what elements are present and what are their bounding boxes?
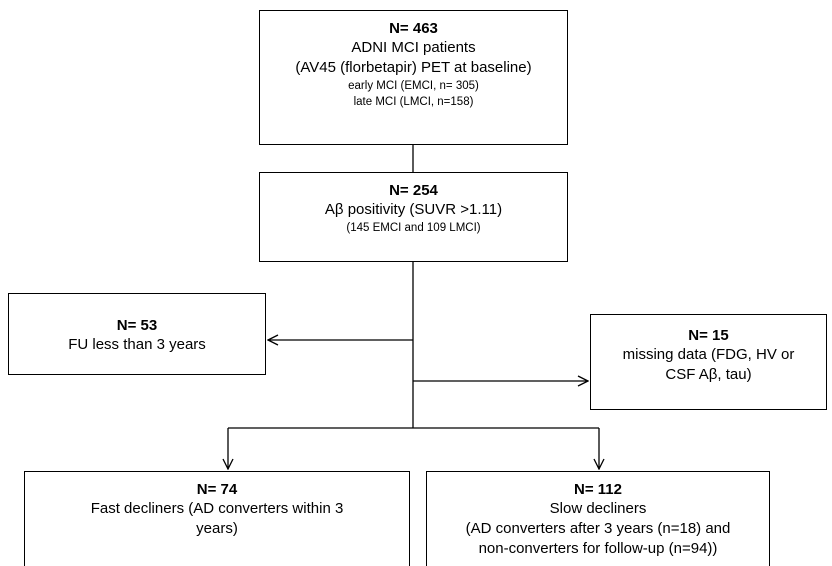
excluded-followup-reason: FU less than 3 years	[68, 336, 206, 353]
enrolled-scan-note: (AV45 (florbetapir) PET at baseline)	[295, 59, 532, 76]
enrolled-count: N= 463	[389, 20, 438, 37]
excluded-followup-count: N= 53	[116, 317, 158, 334]
slow-decliners-label: Slow decliners	[549, 500, 647, 517]
fast-decliners-count: N= 74	[196, 481, 238, 498]
excluded-missing-reason-line2: CSF Aβ, tau)	[665, 366, 752, 383]
excluded-missing-reason-line1: missing data (FDG, HV or	[622, 346, 795, 363]
excluded-missing-count: N= 15	[688, 327, 729, 344]
slow-decliners-nonconverters: non-converters for follow-up (n=94))	[478, 540, 718, 557]
enrolled-emci-count: early MCI (EMCI, n= 305)	[348, 80, 479, 92]
fast-decliners-description-line2: years)	[196, 520, 238, 537]
amyloid-positive-breakdown: (145 EMCI and 109 LMCI)	[346, 222, 481, 234]
box-excluded-followup: N= 53 FU less than 3 years	[8, 293, 266, 375]
box-slow-decliners: N= 112 Slow decliners (AD converters aft…	[426, 471, 770, 566]
enrolled-lmci-count: late MCI (LMCI, n=158)	[353, 96, 474, 108]
box-excluded-missing: N= 15 missing data (FDG, HV or CSF Aβ, t…	[590, 314, 827, 410]
box-amyloid-positive: N= 254 Aβ positivity (SUVR >1.11) (145 E…	[259, 172, 568, 262]
amyloid-positive-count: N= 254	[389, 182, 438, 199]
slow-decliners-converters: (AD converters after 3 years (n=18) and	[465, 520, 731, 537]
box-enrolled: N= 463 ADNI MCI patients (AV45 (florbeta…	[259, 10, 568, 145]
amyloid-positive-criterion: Aβ positivity (SUVR >1.11)	[324, 201, 503, 218]
enrolled-description: ADNI MCI patients	[351, 39, 476, 56]
fast-decliners-description-line1: Fast decliners (AD converters within 3	[90, 500, 344, 517]
box-fast-decliners: N= 74 Fast decliners (AD converters with…	[24, 471, 410, 566]
slow-decliners-count: N= 112	[574, 481, 622, 498]
